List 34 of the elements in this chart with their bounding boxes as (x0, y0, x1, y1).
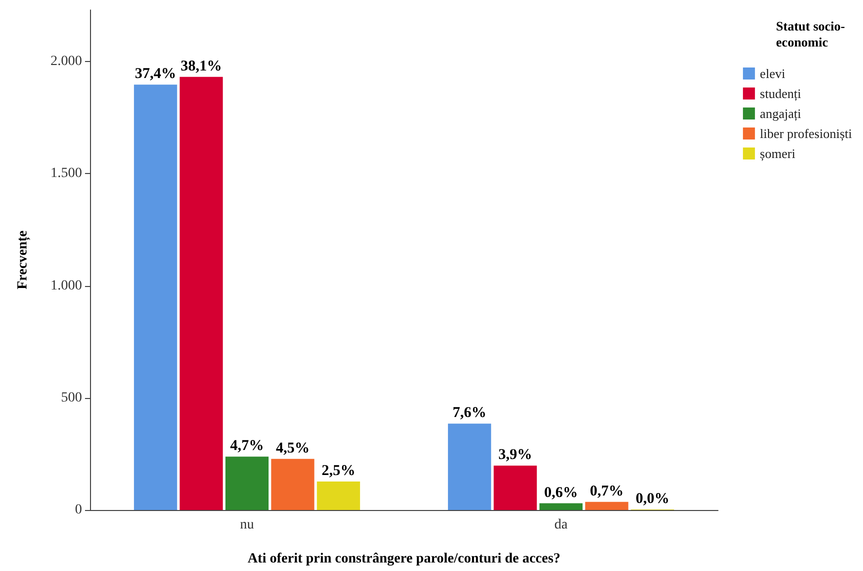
legend-label: studenți (760, 86, 802, 101)
x-axis-title: Ati oferit prin constrângere parole/conturi de acces? (248, 552, 560, 566)
annotation: 3,9% (498, 447, 532, 464)
bar (585, 502, 628, 510)
legend-title: Statut socio-economic (776, 18, 845, 50)
y-tick-label: 1.000 (50, 278, 82, 294)
annotation: 37,4% (134, 66, 176, 82)
y-axis-title: Frecvențe (16, 230, 30, 290)
bar (448, 424, 492, 510)
y-tick-label: 500 (61, 390, 82, 406)
y-tick-label: 1.500 (50, 166, 82, 182)
legend-label: elevi (760, 66, 786, 81)
legend-label: șomeri (760, 146, 796, 161)
bar (180, 76, 223, 510)
annotation: 0,6% (544, 484, 578, 501)
annotation: 0,0% (636, 491, 670, 508)
bar (494, 466, 537, 510)
bar (316, 482, 360, 510)
annotation: 2,5% (322, 463, 356, 480)
y-tick-label: 2.000 (50, 54, 82, 70)
x-tick-label: nu (240, 518, 254, 532)
annotation: 4,7% (230, 438, 264, 454)
bar (271, 458, 314, 510)
y-tick-label: 0 (75, 502, 82, 518)
annotation: 4,5% (276, 440, 310, 456)
legend-label: angajați (760, 106, 802, 121)
x-tick-label: da (554, 518, 568, 532)
annotation: 0,7% (590, 483, 624, 500)
annotation: 38,1% (180, 58, 222, 74)
annotation: 7,6% (452, 405, 486, 422)
bar (539, 503, 583, 510)
bar (134, 84, 178, 510)
bar (225, 456, 269, 510)
legend-label: liber profesioniști (760, 126, 852, 141)
